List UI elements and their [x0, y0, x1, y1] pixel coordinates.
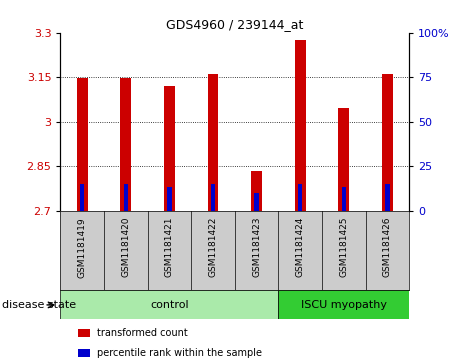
Text: transformed count: transformed count [97, 328, 188, 338]
Text: GSM1181423: GSM1181423 [252, 217, 261, 277]
Text: GSM1181425: GSM1181425 [339, 217, 348, 277]
Bar [211, 184, 215, 211]
Bar [339, 108, 349, 211]
Bar [254, 193, 259, 211]
Bar [295, 40, 306, 211]
Bar [298, 184, 302, 211]
Text: GSM1181420: GSM1181420 [121, 217, 130, 277]
Bar [382, 74, 393, 211]
Bar [251, 171, 262, 211]
Bar [279, 290, 409, 319]
Bar [120, 78, 131, 211]
Text: GSM1181422: GSM1181422 [208, 217, 218, 277]
Bar [124, 184, 128, 211]
Bar [60, 290, 279, 319]
Bar [80, 184, 85, 211]
Bar [385, 184, 390, 211]
Bar [77, 78, 88, 211]
Text: GSM1181419: GSM1181419 [78, 217, 87, 278]
Bar [164, 86, 175, 211]
Text: GSM1181426: GSM1181426 [383, 217, 392, 277]
Bar [207, 74, 219, 211]
Bar [342, 187, 346, 211]
Bar [78, 329, 90, 338]
Text: disease state: disease state [2, 300, 76, 310]
Bar [167, 187, 172, 211]
Text: percentile rank within the sample: percentile rank within the sample [97, 348, 262, 358]
Bar [78, 348, 90, 358]
Text: GSM1181421: GSM1181421 [165, 217, 174, 277]
Text: GSM1181424: GSM1181424 [296, 217, 305, 277]
Title: GDS4960 / 239144_at: GDS4960 / 239144_at [166, 19, 304, 32]
Text: control: control [150, 300, 189, 310]
Text: ISCU myopathy: ISCU myopathy [301, 300, 387, 310]
